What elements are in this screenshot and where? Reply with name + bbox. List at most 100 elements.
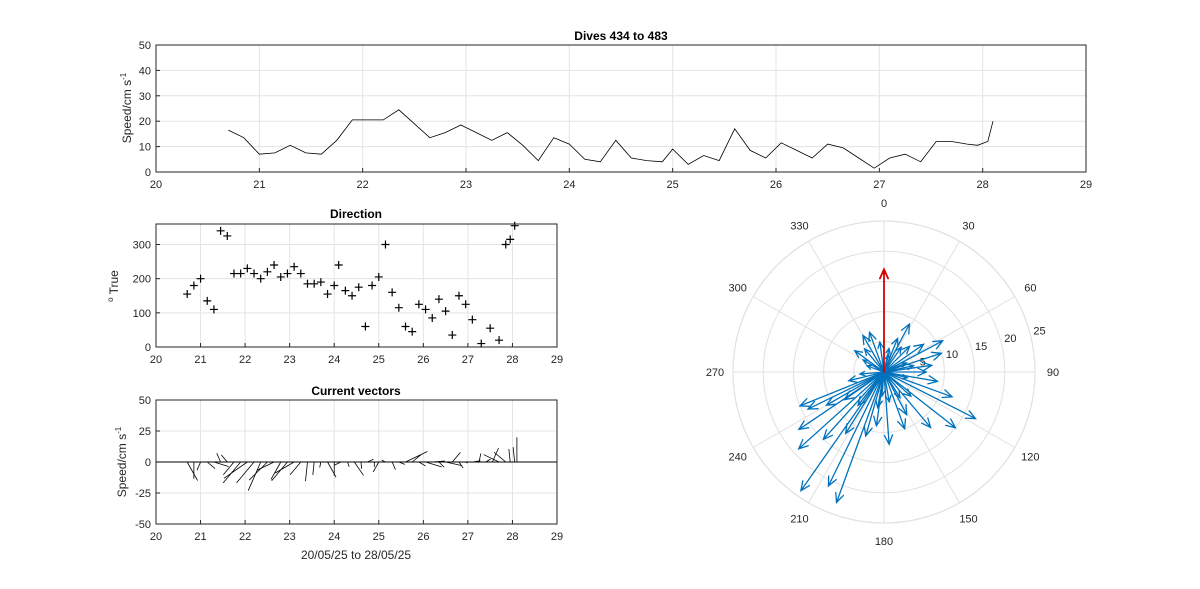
vectors-xlabel: 20/05/25 to 28/05/25 [301, 548, 411, 562]
vector-stick [347, 461, 350, 467]
direction-point [270, 261, 279, 269]
direction-xtick-label: 20 [150, 354, 162, 366]
polar-current-arrow [883, 371, 932, 429]
vectors-ytick-label: 50 [139, 395, 151, 407]
vector-stick [372, 461, 380, 473]
speed-xtick-label: 25 [667, 179, 679, 191]
vector-stick [445, 461, 462, 466]
speed-xtick-label: 28 [977, 179, 989, 191]
vectors-title: Current vectors [311, 384, 401, 398]
direction-xtick-label: 22 [239, 354, 251, 366]
polar-current-arrow [883, 362, 908, 373]
polar-spoke [883, 371, 1016, 448]
vector-stick [334, 461, 342, 466]
direction-point [209, 305, 218, 314]
speed-xtick-label: 29 [1080, 179, 1092, 191]
polar-current-arrow [799, 371, 885, 493]
polar-current-arrow [883, 367, 928, 377]
direction-point [223, 231, 232, 240]
vector-stick [451, 452, 461, 463]
direction-ytick-label: 200 [133, 274, 151, 286]
direction-point [310, 279, 319, 288]
vectors-xtick-label: 28 [506, 531, 518, 543]
vectors-xtick-label: 24 [328, 531, 340, 543]
direction-ytick-label: 100 [133, 308, 151, 320]
vector-stick [223, 461, 248, 479]
vector-stick [216, 453, 221, 463]
direction-point [334, 261, 343, 269]
polar-current-arrow [797, 371, 885, 450]
direction-point [250, 269, 259, 278]
polar-current-arrow [883, 371, 892, 404]
polar-current-arrow [827, 371, 885, 488]
speed-ytick-label: 40 [139, 65, 151, 77]
vector-stick [271, 461, 288, 482]
polar-r-label: 10 [946, 349, 958, 361]
polar-current-arrow [883, 363, 916, 373]
vector-stick [478, 453, 482, 463]
direction-ytick-label: 300 [133, 240, 151, 252]
vector-stick [305, 461, 308, 482]
polar-mean-arrow [879, 267, 889, 373]
direction-xtick-label: 26 [417, 354, 429, 366]
vector-stick [248, 461, 268, 481]
direction-point [381, 240, 390, 249]
direction-ylabel: oTrue [106, 270, 121, 302]
direction-point [229, 269, 238, 278]
polar-current-arrow [798, 371, 885, 407]
direction-point [428, 313, 437, 322]
polar-current-arrow [883, 345, 911, 373]
speed-panel: Dives 434 to 483 20 21 22 23 24 25 26 27 28 29 0 10… [119, 29, 1092, 191]
direction-point [468, 315, 477, 324]
polar-current-arrow [883, 351, 943, 373]
vector-stick [425, 461, 442, 468]
polar-theta-label: 150 [959, 513, 977, 525]
vectors-xtick-label: 26 [417, 531, 429, 543]
vector-stick [275, 461, 295, 474]
polar-current-arrow [868, 330, 885, 373]
direction-point [361, 322, 370, 331]
direction-point [401, 322, 410, 331]
direction-point [348, 291, 357, 300]
direction-point [495, 336, 504, 345]
polar-spoke [883, 296, 1016, 373]
direction-point [506, 235, 515, 244]
polar-current-arrow [883, 371, 977, 420]
speed-xtick-label: 27 [873, 179, 885, 191]
polar-current-arrow [883, 371, 957, 429]
direction-point [461, 300, 470, 309]
vector-stick [367, 458, 374, 463]
direction-xtick-label: 21 [194, 354, 206, 366]
direction-point [243, 264, 252, 273]
polar-r-label: 20 [1004, 333, 1016, 345]
direction-point [316, 278, 325, 287]
polar-current-arrow [861, 359, 885, 373]
polar-current-arrow [843, 371, 885, 401]
vectors-ytick-label: 25 [139, 426, 151, 438]
speed-xtick-label: 22 [357, 179, 369, 191]
polar-r-label: 15 [975, 341, 987, 353]
direction-point [421, 305, 430, 314]
polar-spoke [808, 371, 885, 504]
vector-stick [319, 461, 322, 468]
direction-point [256, 274, 265, 283]
polar-current-arrow [806, 371, 885, 410]
polar-current-arrow [862, 334, 885, 373]
vector-stick [270, 461, 282, 480]
direction-point [414, 300, 423, 309]
direction-point [323, 290, 332, 299]
direction-xtick-label: 25 [373, 354, 385, 366]
direction-point [434, 295, 443, 304]
polar-theta-label: 210 [790, 513, 808, 525]
vector-stick [411, 454, 422, 463]
direction-point [283, 269, 292, 278]
speed-ytick-label: 50 [139, 40, 151, 52]
direction-ytick-label: 0 [145, 342, 151, 354]
vectors-xtick-label: 20 [150, 531, 162, 543]
vectors-xtick-label: 22 [239, 531, 251, 543]
vector-stick [222, 461, 235, 475]
direction-point [189, 281, 198, 290]
vectors-panel: Current vectors 20 21 22 23 24 25 26 27 28 29 -50 -… [114, 384, 563, 562]
polar-current-arrow [863, 371, 885, 438]
